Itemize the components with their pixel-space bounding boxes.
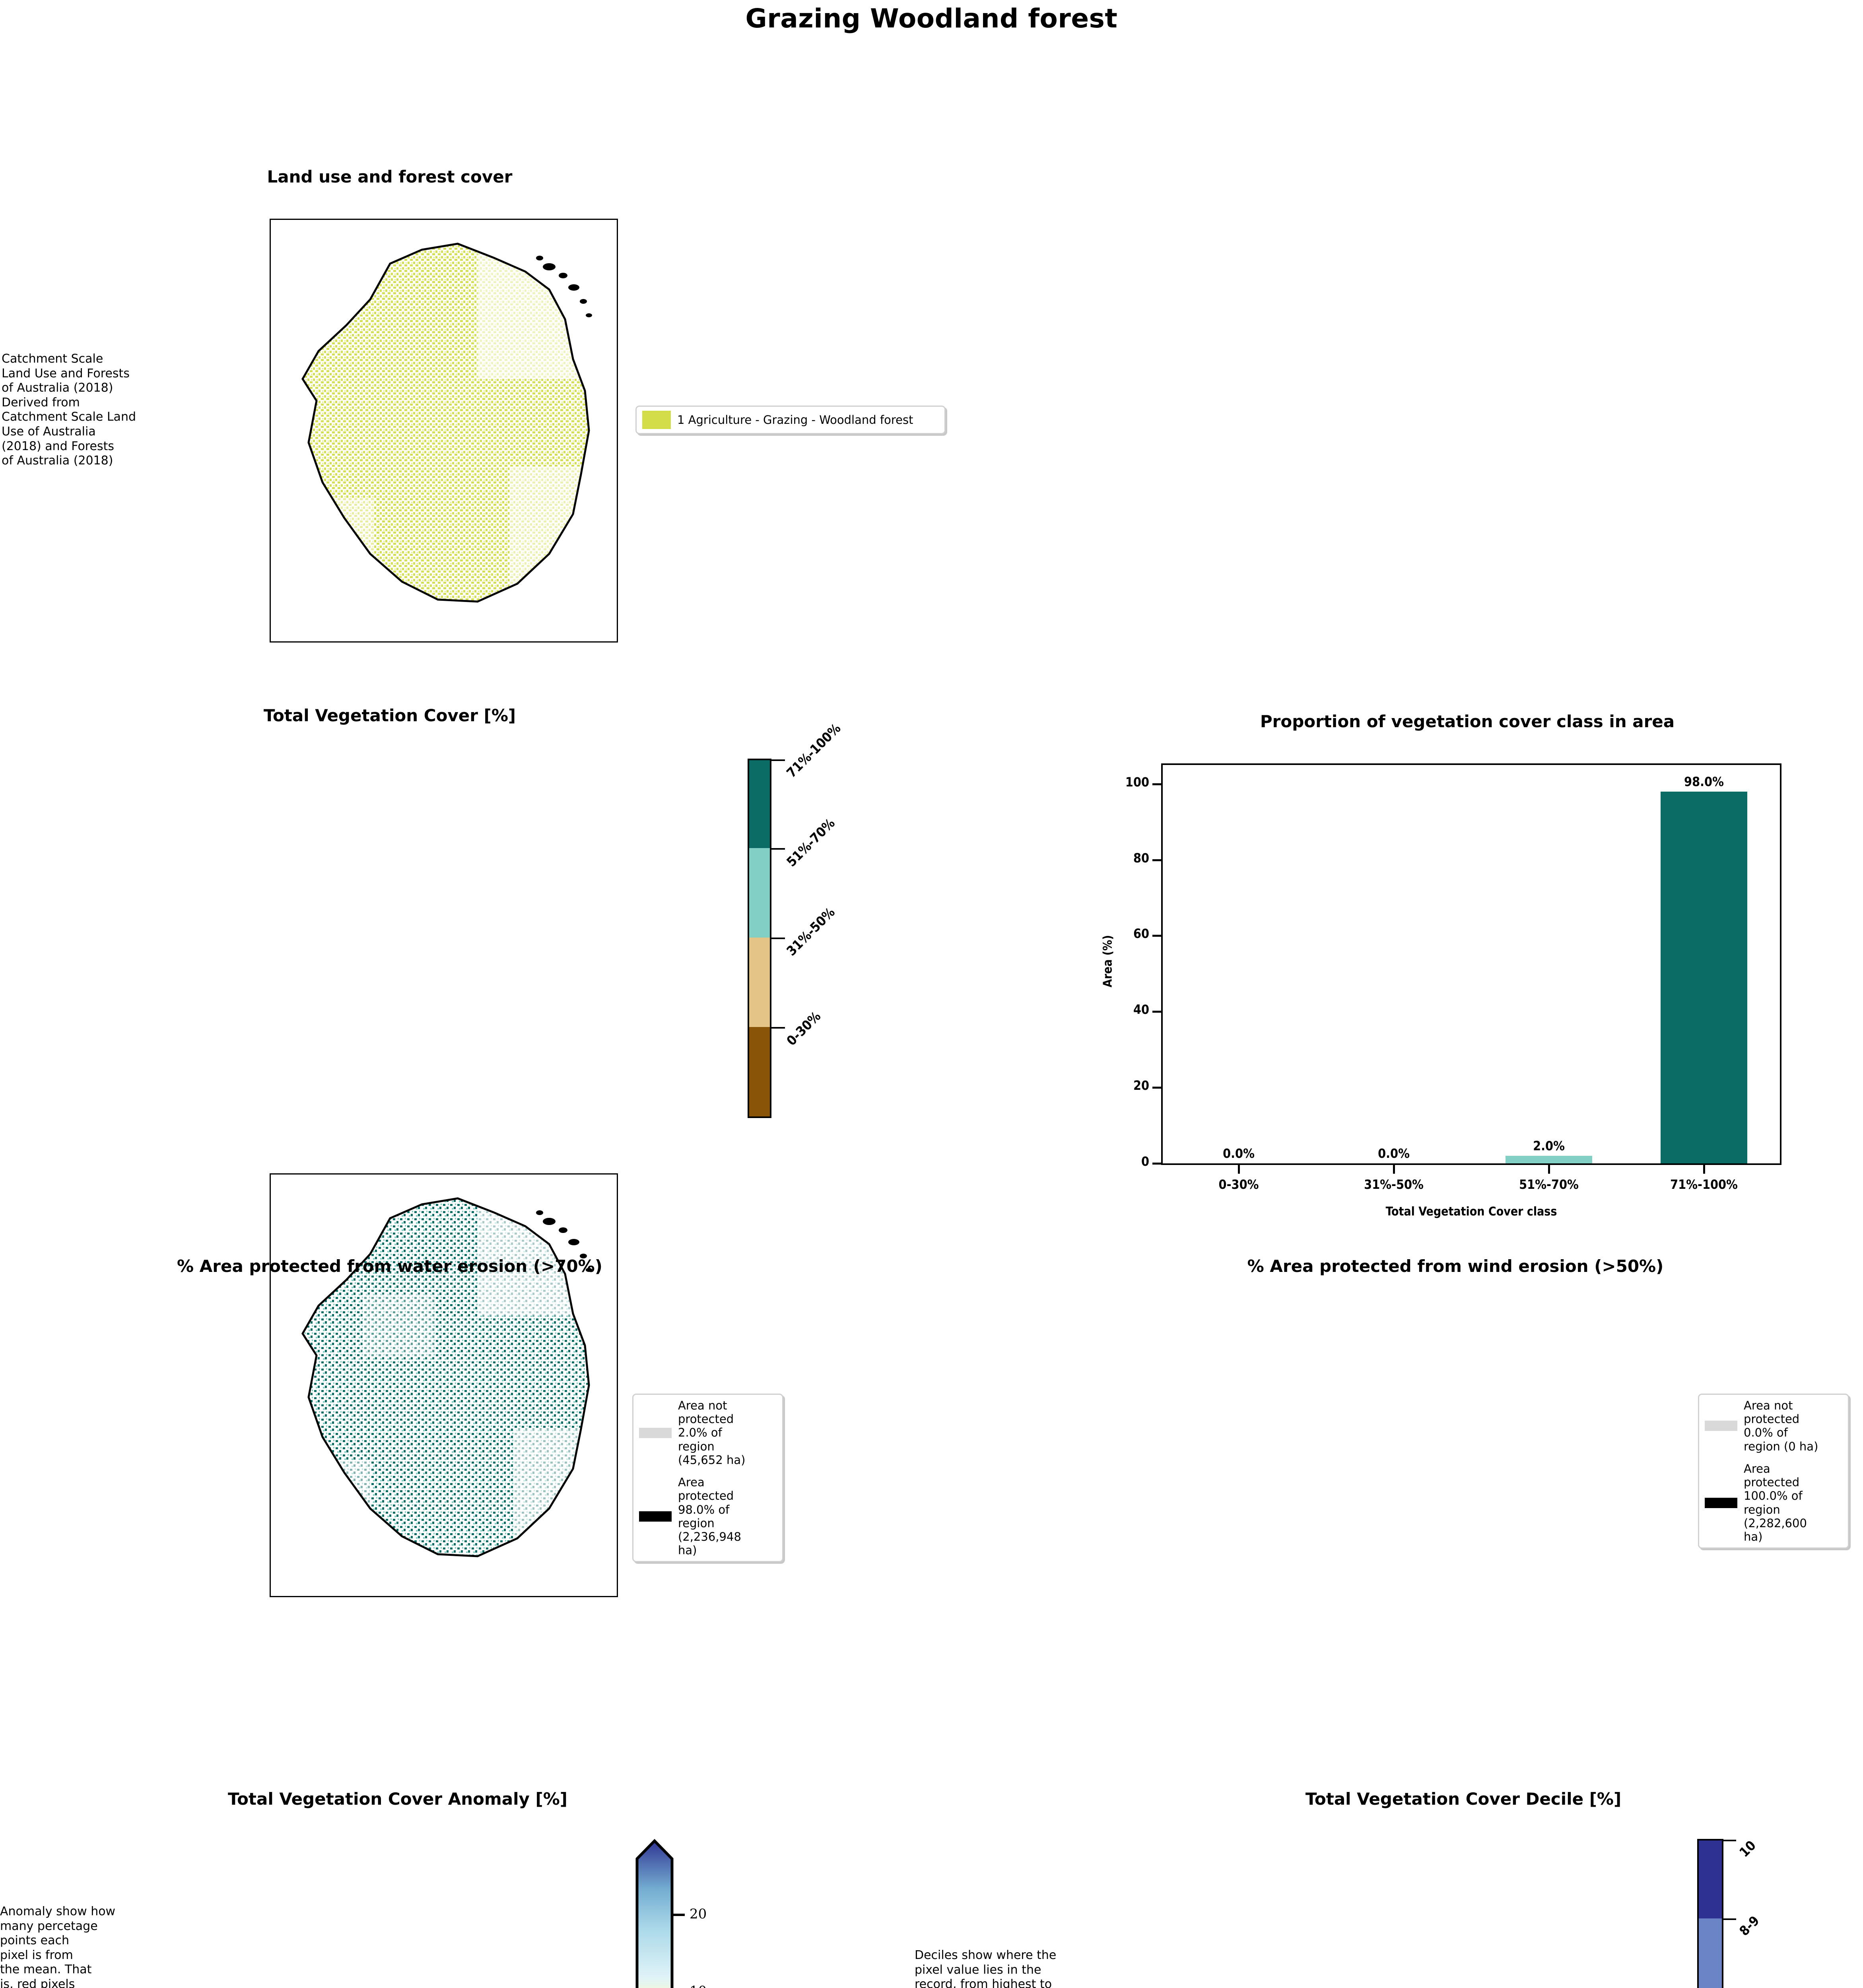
not-protected-swatch-icon bbox=[639, 1427, 672, 1438]
chart-y-tick bbox=[1152, 859, 1161, 861]
colorbar-tick bbox=[771, 1027, 785, 1029]
chart-x-tick bbox=[1393, 1165, 1395, 1174]
colorbar-tick bbox=[1723, 1840, 1736, 1841]
proportion-bar-chart: 0 20 40 60 80 100 0.0% 0.0% 2.0% 98.0% 0-30% 31%-… bbox=[1125, 763, 1781, 1192]
chart-bar bbox=[1505, 1155, 1593, 1163]
vegcover-colorbar: 71%-100% 51%-70% 31%-50% 0-30% bbox=[748, 720, 915, 1118]
chart-y-tick bbox=[1152, 1163, 1161, 1165]
decile-note: Deciles show where the pixel value lies … bbox=[915, 1948, 1057, 1988]
colorbar-label: 10 bbox=[1736, 1837, 1759, 1860]
chart-bar-value-label: 2.0% bbox=[1533, 1138, 1565, 1153]
anomaly-title: Total Vegetation Cover Anomaly [%] bbox=[228, 1789, 567, 1809]
wind-erosion-title: % Area protected from wind erosion (>50%… bbox=[1247, 1256, 1664, 1276]
protected-swatch-icon bbox=[639, 1511, 672, 1522]
landuse-panel-title: Land use and forest cover bbox=[267, 167, 513, 186]
vegcover-map-svg bbox=[301, 1197, 592, 1557]
legend-item: Area protected 100.0% of region (2,282,6… bbox=[1705, 1462, 1842, 1543]
landuse-source-note: Catchment Scale Land Use and Forests of … bbox=[2, 352, 136, 468]
legend-item: Area not protected 2.0% of region (45,65… bbox=[639, 1399, 777, 1467]
anomaly-colorbar-svg bbox=[635, 1839, 685, 1988]
landuse-legend: 1 Agriculture - Grazing - Woodland fores… bbox=[635, 406, 946, 434]
legend-item-label: Area not protected 2.0% of region (45,65… bbox=[678, 1399, 746, 1467]
colorbar-label: 71%-100% bbox=[783, 720, 844, 781]
water-erosion-title: % Area protected from water erosion (>70… bbox=[177, 1256, 602, 1276]
chart-x-tick-label: 51%-70% bbox=[1519, 1177, 1579, 1192]
page-title: Grazing Woodland forest bbox=[745, 3, 1118, 34]
legend-item: 1 Agriculture - Grazing - Woodland fores… bbox=[642, 411, 939, 429]
landuse-swatch-icon bbox=[642, 411, 671, 429]
colorbar-segment-0-30 bbox=[748, 1027, 771, 1118]
vegcover-map bbox=[270, 1173, 618, 1597]
landuse-map-svg bbox=[301, 243, 592, 603]
chart-y-tick-label: 60 bbox=[1133, 926, 1149, 942]
chart-x-tick bbox=[1548, 1165, 1550, 1174]
protected-swatch-icon bbox=[1705, 1497, 1737, 1508]
colorbar-label: 51%-70% bbox=[783, 815, 838, 870]
wind-erosion-legend: Area not protected 0.0% of region (0 ha)… bbox=[1698, 1394, 1849, 1549]
legend-item-label: Area protected 100.0% of region (2,282,6… bbox=[1744, 1462, 1807, 1543]
chart-bar-value-label: 0.0% bbox=[1223, 1146, 1255, 1161]
decile-colorbar: 10 8-9 4-7 2-3 1 bbox=[1697, 1837, 1856, 1988]
water-erosion-legend: Area not protected 2.0% of region (45,65… bbox=[632, 1394, 783, 1563]
decile-title: Total Vegetation Cover Decile [%] bbox=[1305, 1789, 1622, 1809]
chart-bar bbox=[1660, 791, 1748, 1163]
chart-y-tick bbox=[1152, 1087, 1161, 1089]
colorbar-tick bbox=[771, 848, 785, 850]
chart-y-tick-label: 80 bbox=[1133, 850, 1149, 866]
chart-x-axis-label: Total Vegetation Cover class bbox=[1385, 1205, 1557, 1219]
chart-y-axis-label: Area (%) bbox=[1101, 935, 1115, 988]
landuse-map bbox=[270, 219, 618, 643]
chart-y-tick-label: 20 bbox=[1133, 1078, 1149, 1093]
colorbar-segment-31-50 bbox=[748, 938, 771, 1027]
legend-item: Area protected 98.0% of region (2,236,94… bbox=[639, 1475, 777, 1557]
anomaly-note: Anomaly show how many percetage points e… bbox=[0, 1905, 116, 1988]
colorbar-label: 0-30% bbox=[783, 1008, 824, 1049]
anomaly-tick-label: 10 bbox=[690, 1983, 707, 1988]
chart-x-tick-label: 71%-100% bbox=[1670, 1177, 1738, 1192]
chart-x-tick bbox=[1238, 1165, 1240, 1174]
colorbar-segment-10 bbox=[1697, 1839, 1723, 1920]
chart-bar-value-label: 0.0% bbox=[1378, 1146, 1410, 1161]
chart-x-tick-label: 31%-50% bbox=[1364, 1177, 1424, 1192]
colorbar-label: 8-9 bbox=[1736, 1912, 1762, 1939]
colorbar-segment-8-9 bbox=[1697, 1918, 1723, 1988]
legend-item: Area not protected 0.0% of region (0 ha) bbox=[1705, 1399, 1842, 1453]
barchart-title: Proportion of vegetation cover class in … bbox=[1260, 712, 1675, 731]
chart-bar-value-label: 98.0% bbox=[1684, 774, 1724, 789]
colorbar-label: 31%-50% bbox=[783, 904, 838, 959]
chart-x-tick bbox=[1703, 1165, 1705, 1174]
not-protected-swatch-icon bbox=[1705, 1421, 1737, 1431]
colorbar-tick bbox=[771, 938, 785, 939]
legend-item-label: Area protected 98.0% of region (2,236,94… bbox=[678, 1475, 741, 1557]
chart-y-tick bbox=[1152, 1011, 1161, 1013]
chart-y-tick bbox=[1152, 935, 1161, 937]
anomaly-colorbar: 20 10 0 −10 −20 bbox=[632, 1837, 752, 1988]
chart-y-tick bbox=[1152, 783, 1161, 785]
legend-item-label: 1 Agriculture - Grazing - Woodland fores… bbox=[677, 413, 913, 427]
legend-item-label: Area not protected 0.0% of region (0 ha) bbox=[1744, 1399, 1818, 1453]
colorbar-segment-71-100 bbox=[748, 759, 771, 850]
chart-y-tick-label: 0 bbox=[1141, 1154, 1149, 1169]
colorbar-tick bbox=[1723, 1918, 1736, 1920]
colorbar-segment-51-70 bbox=[748, 848, 771, 938]
chart-x-tick-label: 0-30% bbox=[1218, 1177, 1259, 1192]
chart-y-tick-label: 100 bbox=[1125, 774, 1149, 790]
anomaly-tick-label: 20 bbox=[690, 1906, 707, 1922]
chart-y-tick-label: 40 bbox=[1133, 1002, 1149, 1017]
vegcover-panel-title: Total Vegetation Cover [%] bbox=[263, 706, 516, 725]
colorbar-tick bbox=[771, 759, 785, 761]
